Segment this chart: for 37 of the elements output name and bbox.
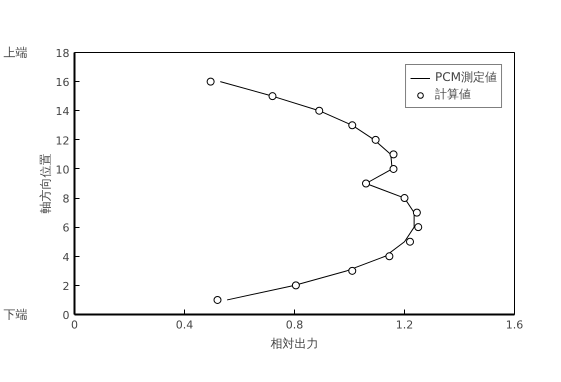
point xyxy=(390,150,398,158)
x-axis-title: 相対出力 xyxy=(270,336,318,350)
point xyxy=(400,194,408,202)
y-tick-label: 0 xyxy=(62,309,70,322)
point xyxy=(372,136,380,144)
point xyxy=(362,180,370,188)
x-tick-label: 1.2 xyxy=(396,318,414,332)
y-tick-label: 10 xyxy=(56,163,70,176)
point xyxy=(292,281,300,290)
point xyxy=(406,238,414,246)
point xyxy=(268,92,276,100)
y-tick-label: 4 xyxy=(62,250,70,264)
y-axis-title: 軸方向位置 xyxy=(38,154,53,214)
point xyxy=(348,266,356,275)
point xyxy=(348,121,356,130)
y-tick-label: 6 xyxy=(62,222,70,235)
point xyxy=(385,252,394,260)
x-tick-label: 0.4 xyxy=(176,318,194,332)
y-tick-label: 18 xyxy=(56,47,70,60)
point xyxy=(206,78,215,86)
point xyxy=(390,164,398,173)
legend-label: 計算値 xyxy=(435,86,472,103)
point xyxy=(414,223,422,232)
y-tick-label: 16 xyxy=(56,76,70,90)
text: 下端 xyxy=(4,308,28,322)
y-tick-label: 2 xyxy=(62,280,70,293)
legend-label: PCM測定値 xyxy=(435,69,497,86)
x-tick-label: 0.8 xyxy=(286,318,304,332)
point xyxy=(412,208,421,217)
text: 上端 xyxy=(4,46,28,60)
x-tick-label: 1.6 xyxy=(506,318,524,332)
y-tick-label: 8 xyxy=(62,192,70,206)
x-tick-label: 0 xyxy=(71,318,78,332)
y-tick-label: 14 xyxy=(56,105,70,118)
y-tick-label: 12 xyxy=(56,134,70,148)
point xyxy=(315,106,324,115)
point xyxy=(214,296,222,304)
